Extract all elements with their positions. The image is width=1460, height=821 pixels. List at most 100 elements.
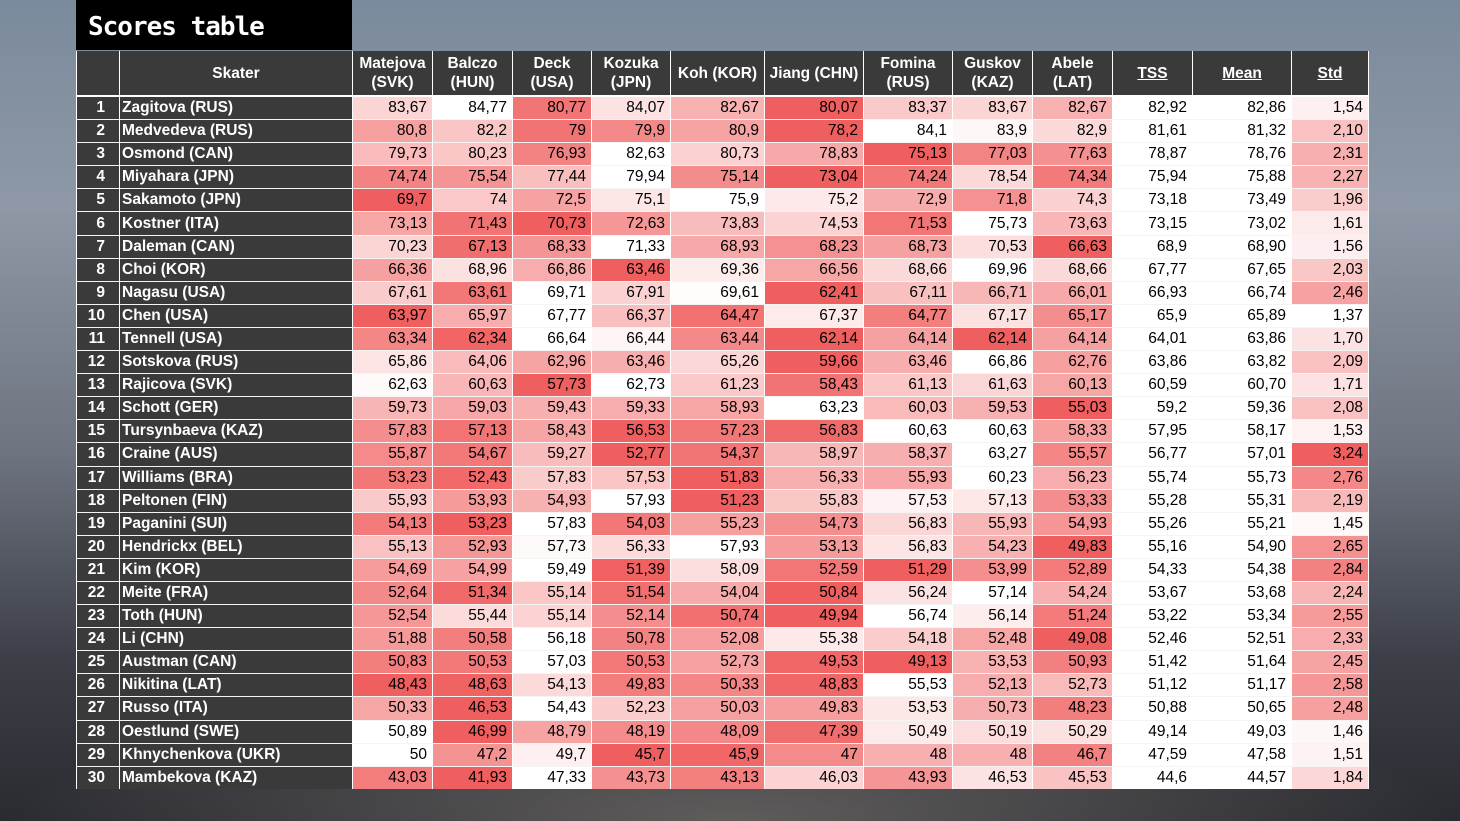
score-cell: 72,9 — [863, 188, 953, 212]
mean-cell: 65,89 — [1192, 303, 1292, 328]
rank-cell: 11 — [76, 326, 120, 351]
table-row: 19 Paganini (SUI) 54,13 53,23 57,83 54,03 55,2… — [76, 511, 1369, 536]
score-cell: 48,63 — [432, 673, 513, 697]
mean-header[interactable]: Mean — [1192, 51, 1292, 96]
judge-header: Abele (LAT) — [1032, 51, 1113, 96]
mean-cell: 51,17 — [1192, 673, 1292, 697]
mean-cell: 44,57 — [1192, 765, 1292, 789]
score-cell: 65,26 — [670, 350, 765, 374]
table-row: 7 Daleman (CAN) 70,23 67,13 68,33 71,33 68,93 6… — [76, 234, 1369, 259]
score-cell: 58,93 — [670, 396, 765, 420]
score-cell: 59,33 — [591, 396, 671, 420]
mean-cell: 54,38 — [1192, 557, 1292, 582]
score-cell: 57,13 — [952, 488, 1033, 513]
score-cell: 52,77 — [591, 442, 671, 466]
score-cell: 75,1 — [591, 188, 671, 212]
score-cell: 55,14 — [512, 580, 592, 605]
skater-cell: Tursynbaeva (KAZ) — [119, 419, 353, 443]
score-cell: 56,74 — [863, 604, 953, 628]
score-cell: 69,61 — [670, 280, 765, 305]
score-cell: 57,53 — [591, 465, 671, 490]
skater-cell: Paganini (SUI) — [119, 511, 353, 536]
skater-cell: Choi (KOR) — [119, 257, 353, 282]
mean-cell: 78,76 — [1192, 142, 1292, 166]
table-row: 16 Craine (AUS) 55,87 54,67 59,27 52,77 54,37 5… — [76, 442, 1369, 466]
judge-header: Fomina (RUS) — [863, 51, 953, 96]
score-cell: 80,77 — [512, 95, 592, 120]
std-cell: 2,19 — [1291, 488, 1369, 513]
rank-cell: 3 — [76, 142, 120, 166]
score-cell: 54,73 — [764, 511, 864, 536]
score-cell: 52,14 — [591, 604, 671, 628]
score-cell: 84,1 — [863, 119, 953, 143]
rank-cell: 8 — [76, 257, 120, 282]
score-cell: 74 — [432, 188, 513, 212]
mean-cell: 58,17 — [1192, 419, 1292, 443]
score-cell: 68,96 — [432, 257, 513, 282]
score-cell: 50,84 — [764, 580, 864, 605]
std-cell: 2,46 — [1291, 280, 1369, 305]
score-cell: 77,44 — [512, 165, 592, 189]
score-cell: 63,46 — [591, 350, 671, 374]
table-row: 17 Williams (BRA) 53,23 52,43 57,83 57,53 51,8… — [76, 465, 1369, 490]
score-cell: 71,53 — [863, 211, 953, 236]
score-cell: 63,46 — [591, 257, 671, 282]
score-cell: 50,93 — [1032, 650, 1113, 674]
tss-cell: 50,88 — [1112, 696, 1193, 721]
score-cell: 51,88 — [352, 627, 433, 651]
score-cell: 77,63 — [1032, 142, 1113, 166]
std-cell: 1,37 — [1291, 303, 1369, 328]
table-row: 9 Nagasu (USA) 67,61 63,61 69,71 67,91 69,61 62… — [76, 280, 1369, 305]
score-cell: 61,13 — [863, 373, 953, 397]
skater-cell: Mambekova (KAZ) — [119, 765, 353, 789]
score-cell: 57,83 — [512, 511, 592, 536]
score-cell: 56,14 — [952, 604, 1033, 628]
tss-header[interactable]: TSS — [1112, 51, 1193, 96]
score-cell: 66,56 — [764, 257, 864, 282]
score-cell: 49,83 — [764, 696, 864, 721]
score-cell: 63,97 — [352, 303, 433, 328]
rank-cell: 26 — [76, 673, 120, 697]
std-cell: 2,09 — [1291, 350, 1369, 374]
score-cell: 53,93 — [432, 488, 513, 513]
skater-cell: Williams (BRA) — [119, 465, 353, 490]
mean-cell: 81,32 — [1192, 119, 1292, 143]
rank-cell: 6 — [76, 211, 120, 236]
score-cell: 50,83 — [352, 650, 433, 674]
score-cell: 82,67 — [670, 95, 765, 120]
score-cell: 67,91 — [591, 280, 671, 305]
table-row: 25 Austman (CAN) 50,83 50,53 57,03 50,53 52,73… — [76, 650, 1369, 674]
score-cell: 69,7 — [352, 188, 433, 212]
score-cell: 71,8 — [952, 188, 1033, 212]
score-cell: 57,93 — [670, 534, 765, 559]
std-cell: 2,48 — [1291, 696, 1369, 721]
score-cell: 47,2 — [432, 742, 513, 767]
score-cell: 82,9 — [1032, 119, 1113, 143]
table-body: 1 Zagitova (RUS) 83,67 84,77 80,77 84,07 82,67… — [76, 95, 1369, 789]
score-cell: 66,71 — [952, 280, 1033, 305]
score-cell: 57,73 — [512, 534, 592, 559]
std-header[interactable]: Std — [1291, 51, 1369, 96]
std-cell: 2,33 — [1291, 627, 1369, 651]
table-row: 11 Tennell (USA) 63,34 62,34 66,64 66,44 63,44… — [76, 326, 1369, 351]
tss-cell: 53,67 — [1112, 580, 1193, 605]
score-cell: 52,89 — [1032, 557, 1113, 582]
tss-cell: 73,18 — [1112, 188, 1193, 212]
score-cell: 59,43 — [512, 396, 592, 420]
score-cell: 68,33 — [512, 234, 592, 259]
tss-cell: 63,86 — [1112, 350, 1193, 374]
score-cell: 64,77 — [863, 303, 953, 328]
score-cell: 41,93 — [432, 765, 513, 789]
score-cell: 75,13 — [863, 142, 953, 166]
score-cell: 56,23 — [1032, 465, 1113, 490]
score-cell: 79 — [512, 119, 592, 143]
mean-cell: 52,51 — [1192, 627, 1292, 651]
score-cell: 60,23 — [952, 465, 1033, 490]
score-cell: 69,71 — [512, 280, 592, 305]
judge-header: Deck (USA) — [512, 51, 592, 96]
score-cell: 67,13 — [432, 234, 513, 259]
judge-header: Koh (KOR) — [670, 51, 765, 96]
score-cell: 48 — [952, 742, 1033, 767]
skater-cell: Osmond (CAN) — [119, 142, 353, 166]
score-cell: 55,83 — [764, 488, 864, 513]
